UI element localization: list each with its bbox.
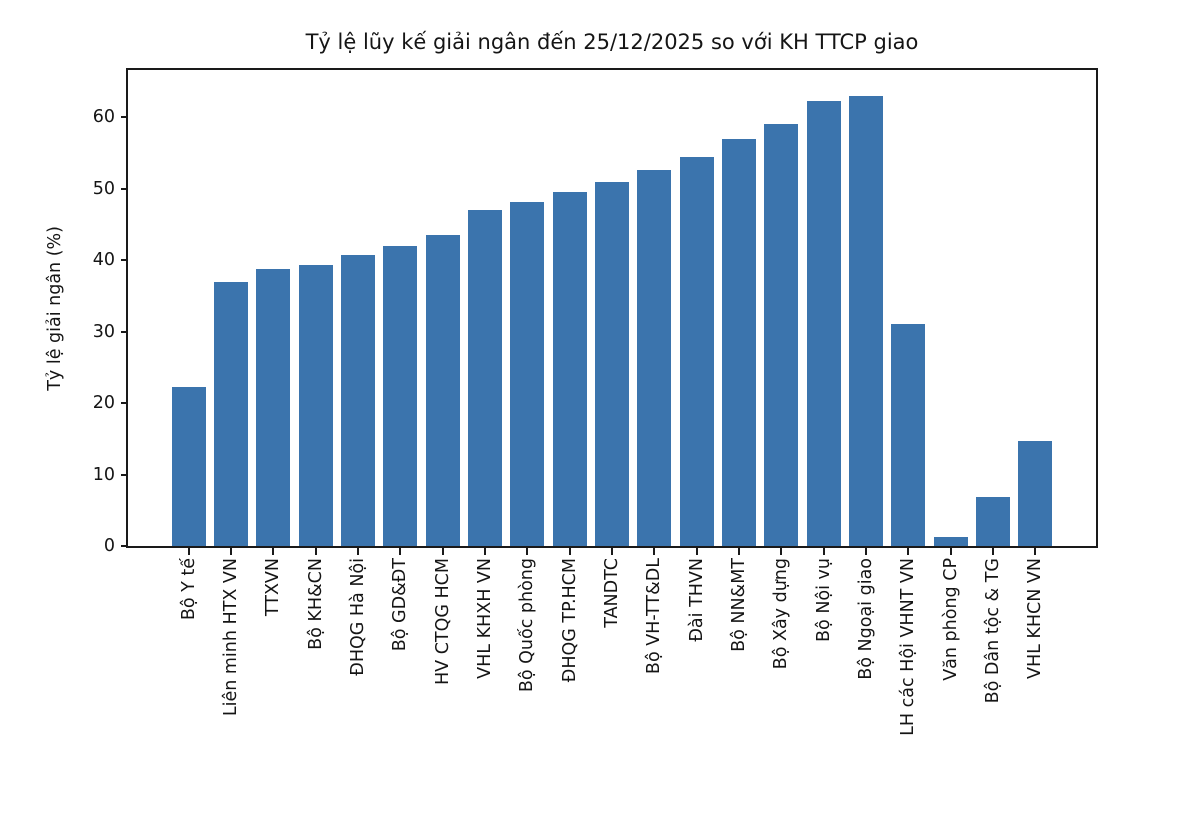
- x-tick-label: Bộ Quốc phòng: [517, 558, 538, 693]
- bar: [256, 268, 291, 546]
- x-tick-mark: [737, 548, 740, 555]
- bar: [849, 95, 883, 546]
- bar: [341, 255, 375, 546]
- bar: [764, 124, 799, 546]
- y-tick-label: 10: [92, 464, 115, 485]
- x-tick-label: Bộ Dân tộc & TG: [982, 558, 1003, 704]
- bar: [214, 281, 248, 546]
- bar: [468, 210, 502, 546]
- y-tick-label: 40: [92, 250, 115, 271]
- x-tick-mark: [399, 548, 402, 555]
- bar: [891, 324, 926, 546]
- bar: [425, 235, 460, 546]
- x-tick-mark: [780, 548, 783, 555]
- bar: [298, 265, 333, 546]
- x-tick-label: LH các Hội VHNT VN: [898, 558, 919, 736]
- x-tick-mark: [907, 548, 910, 555]
- x-tick-label: Bộ Y tế: [178, 558, 199, 621]
- x-tick-label: Bộ NN&MT: [728, 558, 749, 652]
- y-tick-mark: [121, 402, 128, 405]
- y-axis-label: Tỷ lệ giải ngân (%): [45, 225, 65, 391]
- y-tick-label: 60: [92, 107, 115, 128]
- x-tick-label: Bộ GD&ĐT: [390, 558, 411, 652]
- x-tick-mark: [526, 548, 529, 555]
- x-tick-label: Đài THVN: [686, 558, 707, 642]
- y-tick-label: 50: [92, 178, 115, 199]
- x-tick-label: ĐHQG TP.HCM: [559, 558, 580, 683]
- bar: [806, 100, 841, 546]
- x-tick-label: Bộ Ngoại giao: [855, 558, 876, 680]
- x-tick-mark: [568, 548, 571, 555]
- y-tick-mark: [121, 259, 128, 262]
- x-tick-label: VHL KHXH VN: [475, 558, 496, 679]
- y-tick-label: 30: [92, 321, 115, 342]
- y-tick-mark: [121, 116, 128, 119]
- x-tick-mark: [357, 548, 360, 555]
- x-tick-mark: [230, 548, 233, 555]
- y-tick-mark: [121, 545, 128, 547]
- bar: [933, 537, 968, 546]
- x-tick-label: Bộ VH-TT&DL: [644, 558, 665, 675]
- x-tick-mark: [949, 548, 952, 555]
- x-tick-mark: [991, 548, 994, 555]
- x-tick-label: TANDTC: [602, 558, 622, 628]
- plot-area: [126, 68, 1098, 548]
- x-tick-label: Bộ Nội vụ: [813, 558, 834, 642]
- bar: [722, 139, 756, 546]
- x-tick-mark: [864, 548, 867, 555]
- y-tick-mark: [121, 330, 128, 333]
- bar: [171, 386, 206, 546]
- y-tick-label: 20: [92, 393, 115, 414]
- x-tick-label: Văn phòng CP: [940, 558, 961, 681]
- x-tick-label: Bộ Xây dựng: [771, 558, 792, 670]
- x-tick-label: ĐHQG Hà Nội: [348, 558, 369, 676]
- y-tick-label: 0: [103, 536, 115, 556]
- x-tick-label: Liên minh HTX VN: [221, 558, 242, 717]
- y-tick-mark: [121, 187, 128, 190]
- x-tick-mark: [272, 548, 275, 555]
- bar: [679, 157, 714, 546]
- x-tick-mark: [695, 548, 698, 555]
- x-tick-label: TTXVN: [263, 558, 284, 617]
- bar: [510, 202, 545, 546]
- bar: [383, 245, 418, 546]
- x-tick-label: Bộ KH&CN: [305, 558, 326, 650]
- bar: [976, 496, 1010, 546]
- x-tick-mark: [822, 548, 825, 555]
- x-tick-label: HV CTQG HCM: [432, 558, 453, 685]
- x-tick-mark: [441, 548, 444, 555]
- bar: [637, 170, 672, 546]
- x-tick-mark: [484, 548, 487, 555]
- bar: [552, 192, 587, 546]
- bar: [595, 181, 629, 546]
- x-tick-mark: [611, 548, 613, 555]
- y-tick-mark: [121, 473, 128, 476]
- x-tick-mark: [314, 548, 317, 555]
- x-tick-mark: [1034, 548, 1037, 555]
- chart-title: Tỷ lệ lũy kế giải ngân đến 25/12/2025 so…: [305, 30, 919, 54]
- bar: [1018, 440, 1053, 546]
- x-tick-mark: [653, 548, 656, 555]
- x-tick-label: VHL KHCN VN: [1025, 558, 1046, 680]
- x-tick-mark: [187, 548, 190, 555]
